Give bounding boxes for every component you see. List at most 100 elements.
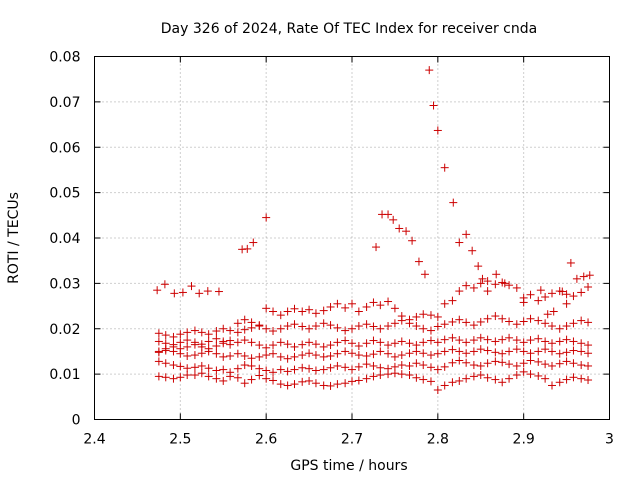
data-point <box>558 287 567 296</box>
data-point <box>311 366 320 375</box>
data-point <box>204 364 213 373</box>
data-point <box>341 363 350 372</box>
data-point <box>478 274 487 283</box>
data-point <box>262 351 271 360</box>
data-point <box>154 347 163 356</box>
data-point <box>255 364 264 373</box>
data-point <box>204 330 213 339</box>
y-axis-label: ROTI / TECUs <box>6 192 22 284</box>
data-point <box>526 349 535 358</box>
data-point <box>326 351 335 360</box>
data-point <box>341 347 350 356</box>
data-point <box>469 336 478 345</box>
data-point <box>519 317 528 326</box>
data-point <box>262 343 271 352</box>
data-point <box>474 262 483 271</box>
data-point <box>290 342 299 351</box>
data-point <box>419 349 428 358</box>
data-point <box>319 342 328 351</box>
data-point <box>449 198 458 207</box>
data-point <box>204 372 213 381</box>
data-point <box>455 315 464 324</box>
data-point <box>247 375 256 384</box>
data-point <box>305 376 314 385</box>
data-point <box>319 319 328 328</box>
data-point <box>187 282 196 291</box>
data-point <box>562 357 571 366</box>
data-point <box>262 366 271 375</box>
data-point <box>519 338 528 347</box>
data-point <box>276 365 285 374</box>
data-point <box>298 363 307 372</box>
data-point <box>562 322 571 331</box>
data-point <box>405 361 414 370</box>
data-point <box>584 341 593 350</box>
data-point <box>440 320 449 329</box>
chart-title: Day 326 of 2024, Rate Of TEC Index for r… <box>161 21 537 37</box>
data-point <box>547 347 556 356</box>
data-point <box>305 349 314 358</box>
data-point <box>505 360 514 369</box>
data-point <box>584 349 593 358</box>
data-point <box>476 361 485 370</box>
data-point <box>505 374 514 383</box>
data-point <box>154 372 163 381</box>
data-point <box>419 324 428 333</box>
data-point <box>519 367 528 376</box>
data-point <box>491 312 500 321</box>
data-point <box>255 371 264 380</box>
data-point <box>412 312 421 321</box>
data-point <box>577 339 586 348</box>
data-point <box>462 349 471 358</box>
data-points <box>153 66 594 395</box>
data-point <box>534 296 543 305</box>
data-point <box>569 292 578 301</box>
data-point <box>384 297 393 306</box>
x-tick-label: 2.9 <box>513 432 535 448</box>
data-point <box>402 227 411 236</box>
data-point <box>397 361 406 370</box>
data-point <box>255 352 264 361</box>
data-point <box>247 361 256 370</box>
data-point <box>512 320 521 329</box>
data-point <box>483 346 492 355</box>
data-point <box>584 283 593 292</box>
data-point <box>219 365 228 374</box>
data-point <box>426 377 435 386</box>
data-point <box>562 290 571 299</box>
data-point <box>341 303 350 312</box>
data-point <box>354 351 363 360</box>
data-point <box>276 311 285 320</box>
data-point <box>505 333 514 342</box>
data-point <box>555 349 564 358</box>
data-point <box>311 322 320 331</box>
y-tick-label: 0.05 <box>49 186 80 202</box>
data-point <box>362 351 371 360</box>
data-point <box>519 359 528 368</box>
data-point <box>440 381 449 390</box>
data-point <box>512 361 521 370</box>
data-point <box>584 318 593 327</box>
data-point <box>395 224 404 233</box>
data-point <box>577 316 586 325</box>
data-point <box>469 347 478 356</box>
data-point <box>362 302 371 311</box>
data-point <box>154 337 163 346</box>
data-point <box>154 329 163 338</box>
data-point <box>226 351 235 360</box>
data-point <box>476 279 485 288</box>
data-point <box>195 289 204 298</box>
data-point <box>376 338 385 347</box>
data-point <box>305 324 314 333</box>
data-point <box>190 340 199 349</box>
data-point <box>362 339 371 348</box>
data-point <box>354 341 363 350</box>
data-point <box>298 377 307 386</box>
data-point <box>405 339 414 348</box>
data-point <box>204 344 213 353</box>
data-point <box>219 376 228 385</box>
data-point <box>290 352 299 361</box>
data-point <box>390 339 399 348</box>
data-point <box>512 283 521 292</box>
data-point <box>311 309 320 318</box>
